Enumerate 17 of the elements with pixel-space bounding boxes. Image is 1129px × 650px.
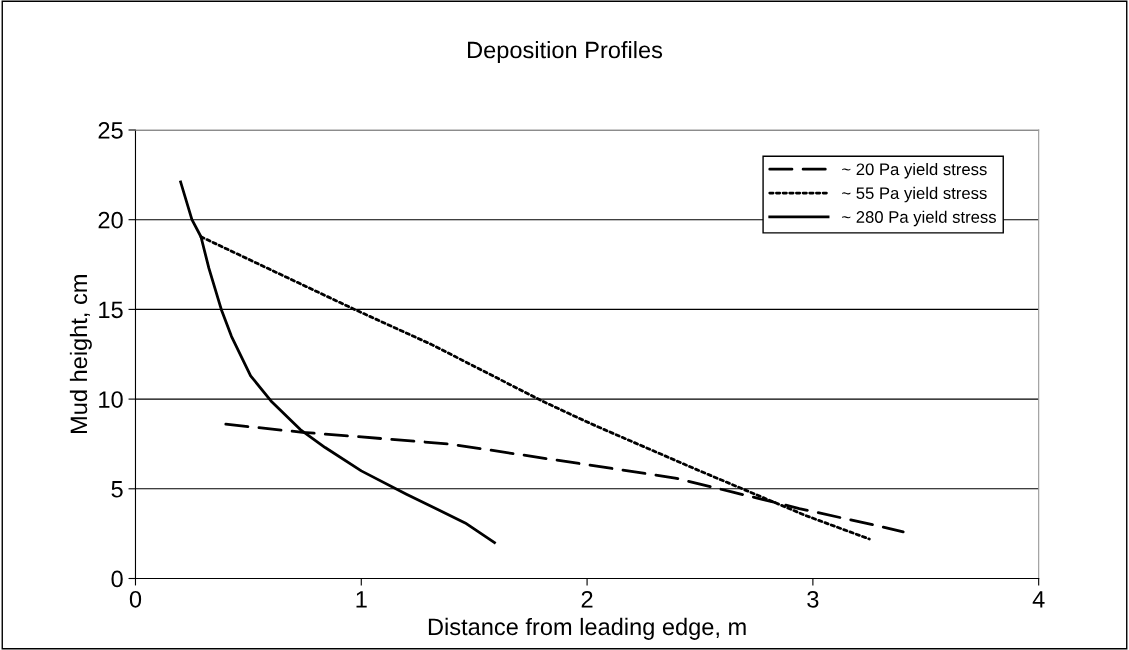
y-tick-label: 0 xyxy=(111,570,123,588)
legend-label: ~ 20 Pa yield stress xyxy=(842,162,987,179)
y-axis-title: Mud height, cm xyxy=(69,275,92,434)
x-axis-title: Distance from leading edge, m xyxy=(428,617,746,640)
legend-label: ~ 55 Pa yield stress xyxy=(842,186,987,203)
y-tick-label: 10 xyxy=(99,391,123,408)
legend-label: ~ 280 Pa yield stress xyxy=(842,210,996,227)
y-tick-label: 5 xyxy=(111,481,123,498)
x-tick-label: 3 xyxy=(807,590,819,608)
y-tick-label: 25 xyxy=(98,122,123,139)
y-tick-label: 20 xyxy=(98,211,123,229)
x-tick-label: 2 xyxy=(581,590,593,608)
y-tick-label: 15 xyxy=(99,301,123,319)
chart-title: Deposition Profiles xyxy=(468,41,663,63)
x-tick-label: 1 xyxy=(356,591,367,608)
x-tick-label: 4 xyxy=(1032,591,1045,608)
x-tick-label: 0 xyxy=(129,590,142,608)
